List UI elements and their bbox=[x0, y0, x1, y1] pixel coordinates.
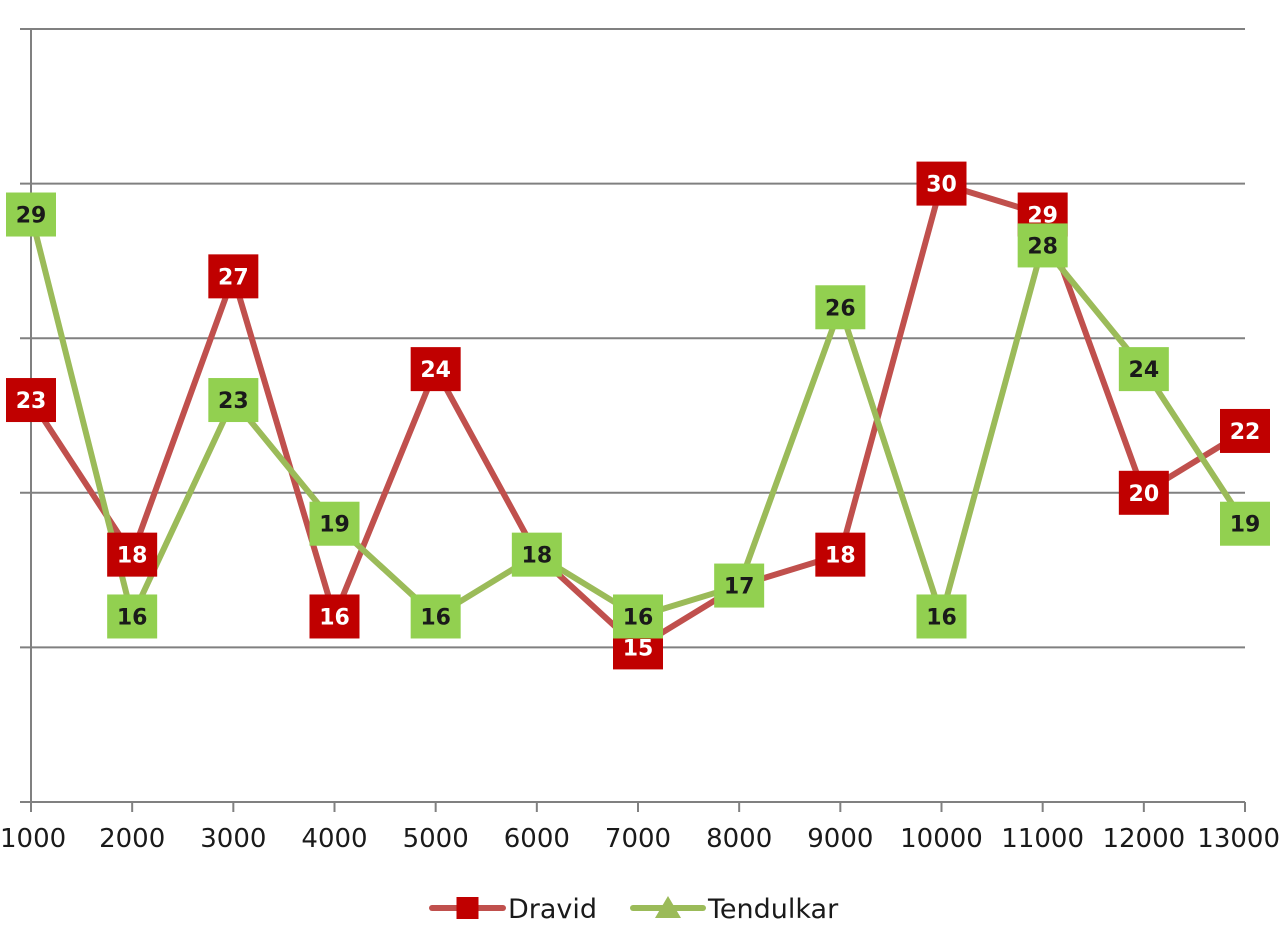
data-label-dravid: 24 bbox=[420, 358, 451, 383]
legend-item-dravid: Dravid bbox=[429, 894, 597, 925]
data-label-dravid: 23 bbox=[16, 389, 47, 414]
legend-item-tendulkar: Tendulkar bbox=[630, 894, 839, 925]
data-label-tendulkar: 24 bbox=[1129, 358, 1160, 383]
data-label-tendulkar: 28 bbox=[1027, 234, 1058, 259]
legend: Dravid Tendulkar bbox=[429, 894, 839, 925]
legend-label-tendulkar: Tendulkar bbox=[707, 894, 839, 925]
data-label-box-tendulkar bbox=[309, 501, 360, 546]
data-label-tendulkar: 17 bbox=[724, 575, 755, 600]
data-label-box-tendulkar bbox=[1118, 347, 1169, 392]
x-tick-label: 9000 bbox=[807, 824, 873, 854]
data-label-box-tendulkar bbox=[613, 594, 663, 639]
x-tick-label: 6000 bbox=[504, 824, 570, 854]
x-tick-label: 13000 bbox=[1197, 824, 1280, 854]
legend-label-dravid: Dravid bbox=[508, 894, 597, 925]
x-tick-label: 11000 bbox=[1001, 824, 1084, 854]
legend-marker-triangle-icon bbox=[655, 896, 681, 918]
data-label-box-tendulkar bbox=[511, 532, 562, 577]
data-label-tendulkar: 16 bbox=[623, 605, 654, 630]
data-label-tendulkar: 16 bbox=[117, 605, 148, 630]
data-label-tendulkar: 29 bbox=[16, 204, 47, 229]
data-label-dravid: 20 bbox=[1129, 482, 1160, 507]
data-label-box-dravid bbox=[410, 347, 461, 392]
x-tick-label: 10000 bbox=[900, 824, 983, 854]
data-label-dravid: 27 bbox=[218, 265, 249, 290]
x-tick-label: 3000 bbox=[200, 824, 266, 854]
x-tick-label: 1000 bbox=[0, 824, 66, 854]
x-tick-label: 4000 bbox=[301, 824, 367, 854]
data-label-tendulkar: 16 bbox=[420, 605, 451, 630]
data-label-dravid: 18 bbox=[825, 544, 856, 569]
data-label-dravid: 18 bbox=[117, 544, 148, 569]
data-label-box-dravid bbox=[6, 378, 56, 423]
data-label-box-dravid bbox=[1220, 408, 1270, 453]
data-label-dravid: 15 bbox=[623, 636, 654, 661]
data-label-box-tendulkar bbox=[916, 594, 967, 639]
data-label-tendulkar: 19 bbox=[1230, 513, 1261, 538]
data-label-box-dravid bbox=[309, 594, 360, 639]
legend-marker-square-icon bbox=[456, 897, 479, 919]
data-label-box-tendulkar bbox=[107, 594, 158, 639]
data-labels: 2318271624151830292022291623191618161726… bbox=[6, 161, 1270, 670]
x-tick-label: 7000 bbox=[605, 824, 671, 854]
data-label-box-dravid bbox=[1118, 470, 1169, 515]
data-label-tendulkar: 26 bbox=[825, 296, 856, 321]
data-label-box-dravid bbox=[916, 161, 967, 206]
x-tick-label: 8000 bbox=[706, 824, 772, 854]
data-label-dravid: 16 bbox=[319, 605, 350, 630]
data-label-box-tendulkar bbox=[815, 285, 866, 330]
data-label-tendulkar: 19 bbox=[319, 513, 350, 538]
gridlines bbox=[20, 28, 1245, 649]
data-label-tendulkar: 23 bbox=[218, 389, 249, 414]
data-label-box-dravid bbox=[815, 532, 866, 577]
data-label-dravid: 22 bbox=[1230, 420, 1261, 445]
data-label-tendulkar: 16 bbox=[926, 605, 957, 630]
data-label-box-tendulkar bbox=[1220, 501, 1270, 546]
data-label-box-tendulkar bbox=[714, 563, 765, 608]
data-label-box-tendulkar bbox=[1017, 223, 1068, 268]
x-tick-label: 5000 bbox=[403, 824, 469, 854]
data-label-dravid: 30 bbox=[926, 173, 957, 198]
x-tick-label: 2000 bbox=[99, 824, 165, 854]
data-label-box-tendulkar bbox=[410, 594, 461, 639]
x-tick-label: 12000 bbox=[1102, 824, 1185, 854]
data-label-box-tendulkar bbox=[208, 378, 259, 423]
data-label-tendulkar: 18 bbox=[522, 544, 553, 569]
data-label-box-dravid bbox=[208, 254, 259, 299]
axes: 1000 2000 3000 4000 5000 6000 7000 8000 9000 1000… bbox=[0, 29, 1280, 854]
data-label-box-dravid bbox=[107, 532, 158, 577]
data-label-box-tendulkar bbox=[6, 192, 56, 237]
